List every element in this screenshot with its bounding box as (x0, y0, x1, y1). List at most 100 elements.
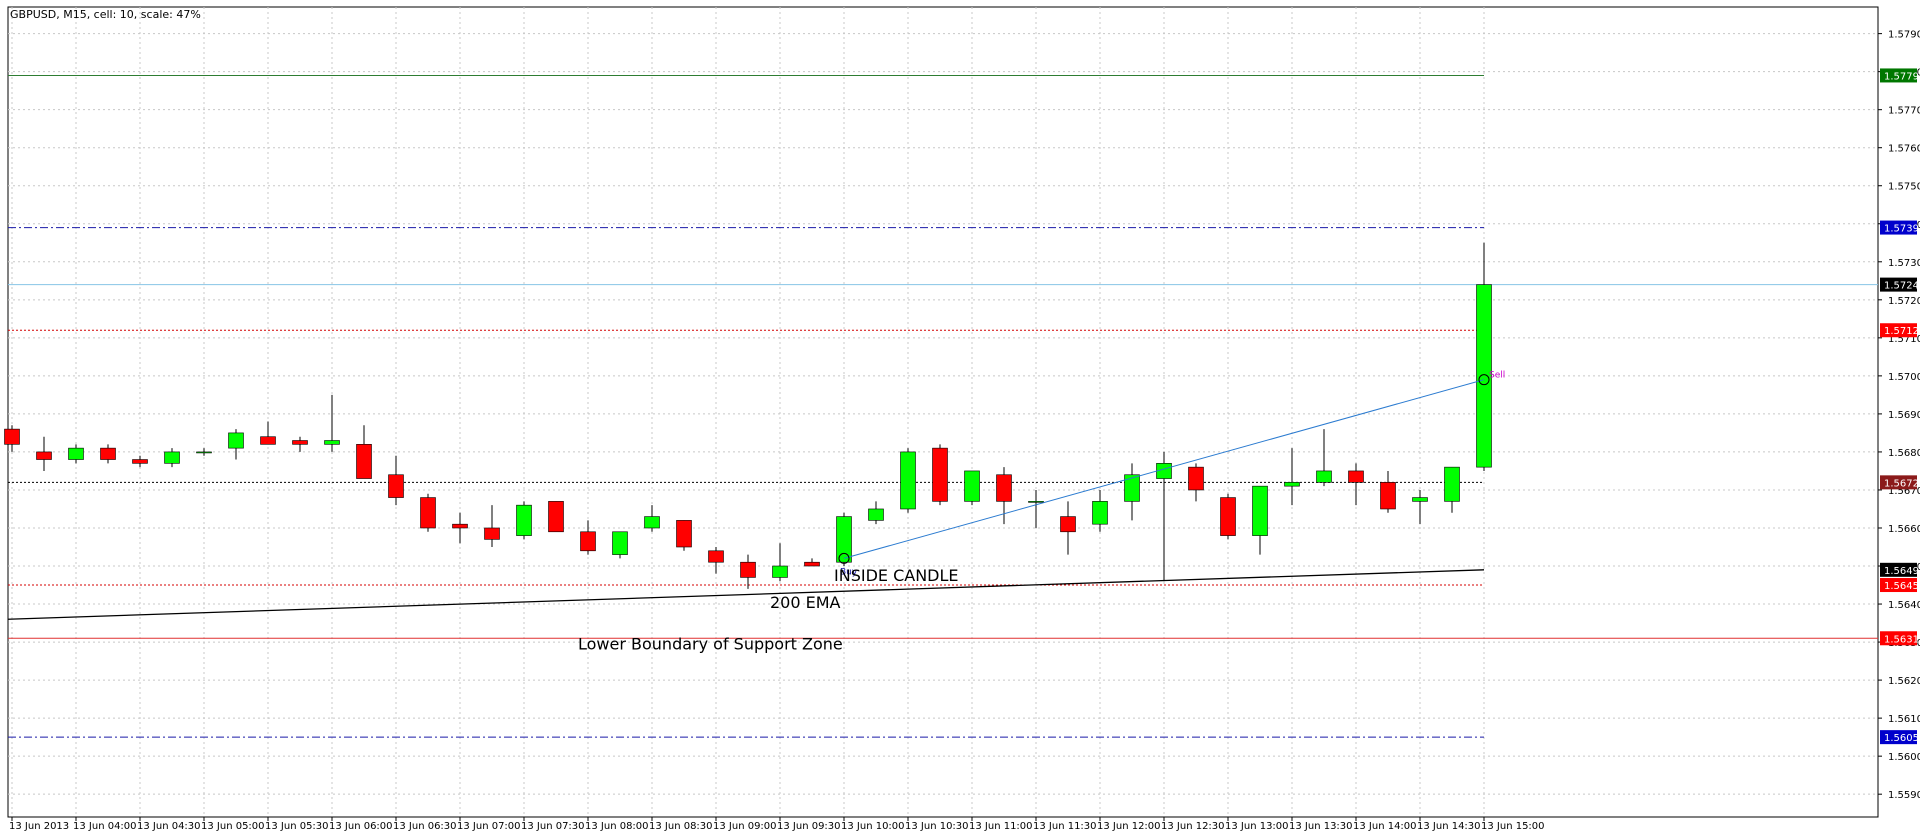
chart-title: GBPUSD, M15, cell: 10, scale: 47% (10, 8, 201, 21)
candle-body (420, 497, 436, 529)
candle-body (644, 516, 660, 529)
y-axis: 1.57901.57801.57701.57601.57501.57401.57… (1878, 30, 1920, 801)
y-tick-label: 1.5610 (1888, 714, 1920, 725)
y-tick-label: 1.5600 (1888, 752, 1920, 763)
candle (740, 554, 756, 589)
buy-marker (838, 552, 850, 564)
x-tick-label: 13 Jun 11:30 (1033, 821, 1097, 832)
x-tick-label: 13 Jun 05:30 (265, 821, 329, 832)
candle-body (1476, 284, 1492, 468)
candle-body (68, 447, 84, 460)
price-tag-label: 1.5672 (1884, 478, 1919, 489)
candle (1284, 448, 1300, 506)
y-tick-label: 1.5590 (1888, 790, 1920, 801)
candle (1124, 463, 1140, 521)
candle-body (772, 565, 788, 578)
candle-body (1028, 501, 1044, 503)
candle-body (1092, 501, 1108, 525)
y-tick-label: 1.5730 (1888, 258, 1920, 269)
trade-connector (843, 379, 1485, 559)
candle (164, 448, 180, 468)
price-tag-label: 1.5649 (1884, 566, 1919, 577)
candle (516, 501, 532, 540)
y-tick-label: 1.5710 (1888, 334, 1920, 345)
candle (1444, 466, 1460, 513)
price-tag-bg (1880, 323, 1917, 338)
candle (1348, 463, 1364, 506)
y-tick-label: 1.5720 (1888, 296, 1920, 307)
candle (132, 455, 148, 468)
price-tag-label: 1.5779 (1884, 71, 1919, 82)
annotation-text: Lower Boundary of Support Zone (578, 635, 843, 654)
x-tick-label: 13 Jun 06:00 (329, 821, 393, 832)
candle-body (132, 459, 148, 464)
price-tag-label: 1.5739 (1884, 224, 1919, 235)
candle-body (1060, 516, 1076, 533)
annotation-text: INSIDE CANDLE (834, 566, 959, 585)
price-tag-bg (1880, 68, 1917, 83)
price-tag-bg (1880, 578, 1917, 593)
candle (68, 444, 84, 464)
candle (548, 501, 564, 533)
candle-body (228, 432, 244, 449)
buy-label: Buy (840, 567, 858, 577)
price-levels (8, 74, 1878, 738)
candle (804, 558, 820, 567)
candle (420, 493, 436, 532)
candle-body (100, 447, 116, 460)
ema-series (7, 569, 1485, 620)
candle-body (36, 451, 52, 460)
candle (4, 425, 20, 452)
candle-body (1412, 497, 1428, 502)
candle (388, 455, 404, 506)
candle-body (964, 470, 980, 502)
x-tick-label: 13 Jun 10:00 (841, 821, 905, 832)
price-tag: 1.5779 (1880, 68, 1919, 83)
price-tag: 1.5724 (1880, 277, 1919, 292)
candle (452, 512, 468, 544)
x-tick-label: 13 Jun 09:30 (777, 821, 841, 832)
candle-body (356, 444, 372, 479)
candle (580, 520, 596, 555)
x-tick-label: 13 Jun 12:30 (1161, 821, 1225, 832)
x-tick-label: 13 Jun 10:30 (905, 821, 969, 832)
candle (228, 429, 244, 460)
trade-line: Buy Sell (838, 371, 1505, 577)
x-tick-label: 13 Jun 04:30 (137, 821, 201, 832)
candle-body (196, 451, 212, 454)
candle (292, 436, 308, 452)
price-tag-label: 1.5605 (1884, 733, 1919, 744)
candle (1156, 451, 1172, 582)
y-tick-label: 1.5690 (1888, 410, 1920, 421)
candle (836, 512, 852, 567)
candle (196, 448, 212, 456)
candle-body (484, 527, 500, 540)
x-tick-label: 13 Jun 13:00 (1225, 821, 1289, 832)
candle-body (836, 516, 852, 563)
price-tag-bg (1880, 220, 1917, 235)
candle-body (1188, 466, 1204, 491)
candle (868, 501, 884, 525)
candles (4, 242, 1492, 589)
price-tag: 1.5672 (1880, 475, 1919, 490)
x-tick-label: 13 Jun 07:30 (521, 821, 585, 832)
plot-frame (7, 6, 1879, 818)
y-tick-label: 1.5680 (1888, 448, 1920, 459)
candle-body (1380, 482, 1396, 510)
candle (1476, 242, 1492, 471)
price-tag-label: 1.5724 (1884, 281, 1919, 292)
candle (676, 520, 692, 551)
x-tick-label: 13 Jun 13:30 (1289, 821, 1353, 832)
x-tick-label: 13 Jun 12:00 (1097, 821, 1161, 832)
y-tick-label: 1.5700 (1888, 372, 1920, 383)
candle (708, 547, 724, 574)
price-tag: 1.5631 (1880, 631, 1919, 646)
x-tick-label: 13 Jun 08:30 (649, 821, 713, 832)
candle-body (708, 550, 724, 563)
candle-body (292, 440, 308, 445)
candle-body (260, 436, 276, 445)
sell-marker (1478, 374, 1490, 386)
x-axis: 13 Jun 2013 13 Jun 04:00 13 Jun 04:30 13 Ju… (9, 817, 1545, 832)
